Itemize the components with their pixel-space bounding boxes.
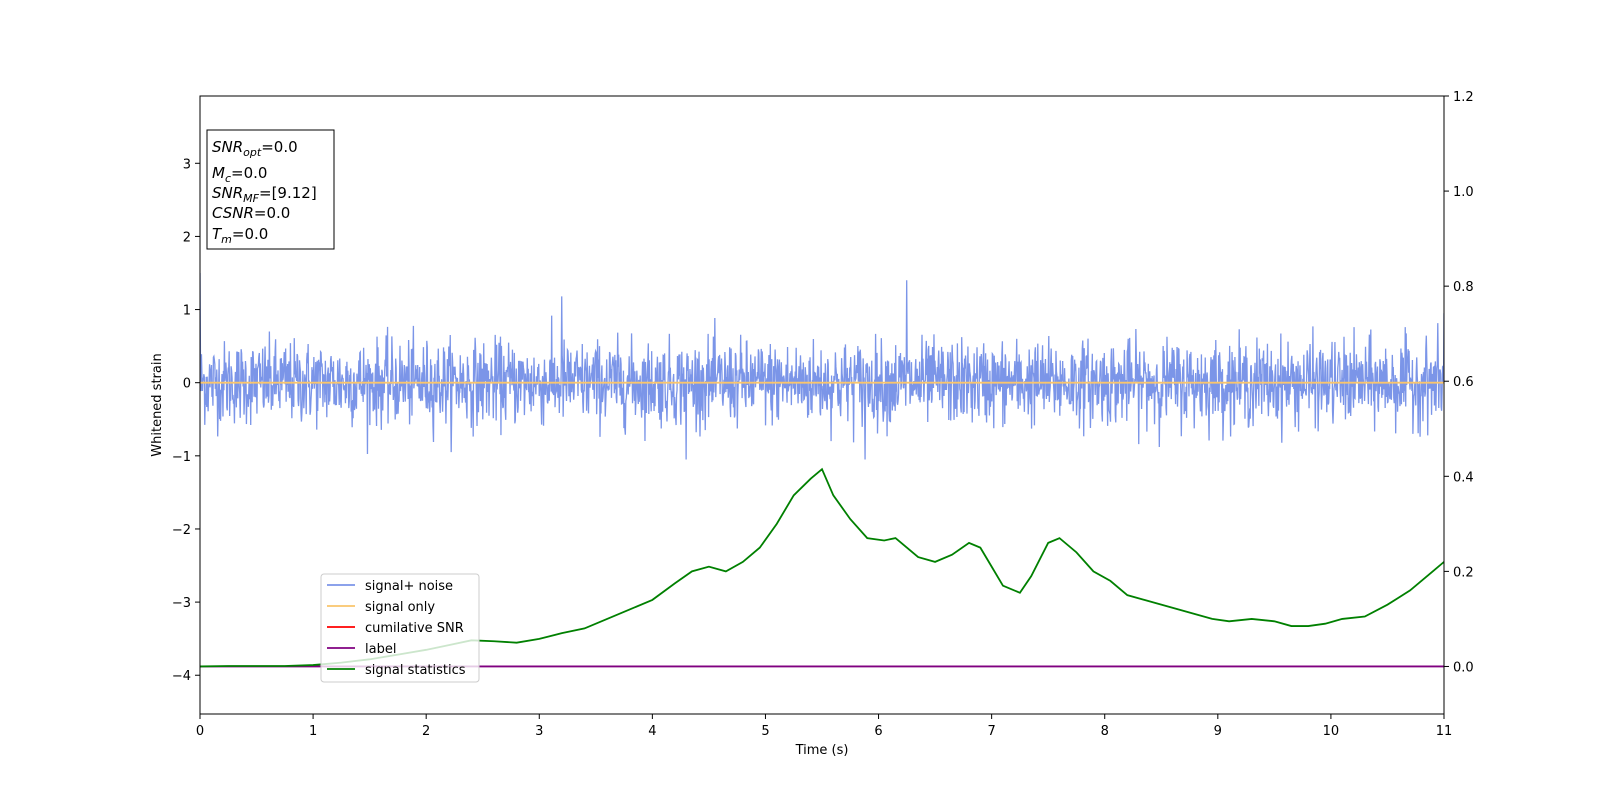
legend-item: signal only <box>327 600 435 615</box>
x-tick-label: 0 <box>196 724 204 739</box>
info-snr-opt-value: =0.0 <box>261 138 297 156</box>
y-left-tick-label: −4 <box>172 669 191 684</box>
info-mc: Mc=0.0 <box>212 164 267 185</box>
legend-item: cumilative SNR <box>327 621 464 636</box>
info-snr-mf-value: =[9.12] <box>259 184 317 202</box>
x-axis-label: Time (s) <box>795 743 849 758</box>
x-tick-label: 7 <box>987 724 995 739</box>
x-tick-label: 3 <box>535 724 543 739</box>
info-csnr-base: CSNR <box>212 204 254 222</box>
y-left-tick-label: 2 <box>183 230 191 245</box>
y-axis-left: −4 −3 −2 −1 0 1 2 3 <box>172 157 200 684</box>
y-left-tick-label: −1 <box>172 450 191 465</box>
x-axis: 0 1 2 3 4 5 6 7 8 9 10 11 <box>196 714 1452 739</box>
info-csnr-value: =0.0 <box>254 204 290 222</box>
legend-label-cumilative-snr: cumilative SNR <box>365 621 464 636</box>
legend-item: signal+ noise <box>327 579 453 594</box>
series-line-signal-statistics <box>200 467 1444 668</box>
x-tick-label: 5 <box>761 724 769 739</box>
info-mc-value: =0.0 <box>231 164 267 182</box>
x-tick-label: 6 <box>874 724 882 739</box>
x-tick-label: 11 <box>1436 724 1453 739</box>
y-right-tick-label: 0.6 <box>1453 375 1474 390</box>
info-box-frame <box>206 129 335 250</box>
y-left-tick-label: −3 <box>172 596 191 611</box>
legend-label-label: label <box>365 642 396 657</box>
y-right-tick-label: 1.0 <box>1453 185 1474 200</box>
y-left-tick-label: 1 <box>183 304 191 319</box>
info-snr-opt-sub: opt <box>243 146 262 159</box>
series-line-signal-noise <box>200 272 1444 460</box>
info-mc-base: M <box>212 164 225 182</box>
y-left-tick-label: 0 <box>183 377 191 392</box>
info-snr-opt-base: SNR <box>212 138 243 156</box>
y-axis-right: 0.0 0.2 0.4 0.6 0.8 1.0 1.2 <box>1444 90 1474 675</box>
y-left-tick-label: 3 <box>183 157 191 172</box>
plot-frame <box>199 95 1445 715</box>
info-snr-opt: SNRopt=0.0 <box>212 138 298 159</box>
info-box: SNRopt=0.0 Mc=0.0 SNRMF=[9.12] CSNR=0.0 … <box>206 129 335 250</box>
y-right-tick-label: 1.2 <box>1453 90 1474 105</box>
info-snr-mf-base: SNR <box>212 184 243 202</box>
info-csnr: CSNR=0.0 <box>212 204 290 222</box>
x-tick-label: 10 <box>1323 724 1340 739</box>
legend-label-signal-noise: signal+ noise <box>365 579 453 594</box>
info-snr-mf: SNRMF=[9.12] <box>212 184 317 205</box>
info-tm-sub: m <box>221 233 232 246</box>
x-tick-label: 2 <box>422 724 430 739</box>
legend-frame <box>320 573 480 683</box>
info-tm: Tm=0.0 <box>212 225 268 246</box>
info-mc-sub: c <box>225 172 231 185</box>
y-right-tick-label: 0.0 <box>1453 660 1474 675</box>
y-right-tick-label: 0.2 <box>1453 565 1474 580</box>
x-tick-label: 4 <box>648 724 656 739</box>
info-tm-base: T <box>212 225 223 243</box>
y-left-tick-label: −2 <box>172 523 191 538</box>
y-right-tick-label: 0.4 <box>1453 470 1474 485</box>
legend-label-signal-statistics: signal statistics <box>365 663 466 678</box>
y-axis-label: Whitened strain <box>150 353 165 456</box>
legend-item: signal statistics <box>327 663 466 678</box>
legend-item: label <box>327 642 396 657</box>
legend-label-signal-only: signal only <box>365 600 435 615</box>
x-tick-label: 9 <box>1214 724 1222 739</box>
info-snr-mf-sub: MF <box>243 192 259 205</box>
legend: signal+ noise signal only cumilative SNR… <box>320 573 480 683</box>
y-right-tick-label: 0.8 <box>1453 280 1474 295</box>
x-tick-label: 8 <box>1101 724 1109 739</box>
x-tick-label: 1 <box>309 724 317 739</box>
info-tm-value: =0.0 <box>232 225 268 243</box>
